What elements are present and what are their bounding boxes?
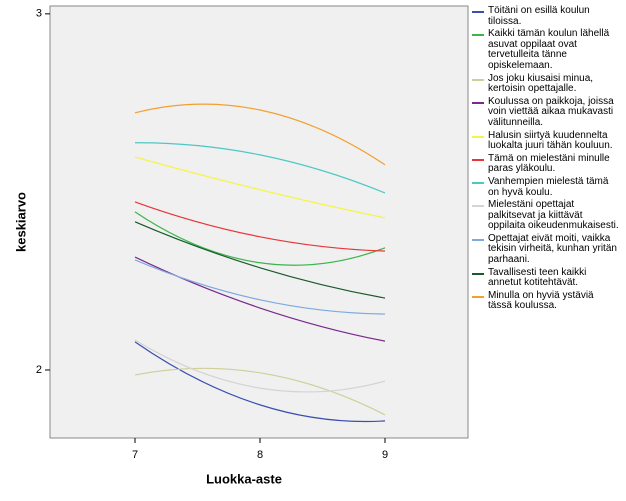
legend-label: Vanhempien mielestä tämä on hyvä koulu.: [488, 175, 609, 198]
legend-swatch: [472, 34, 484, 37]
legend-label: Tämä on mielestäni minulle paras yläkoul…: [488, 152, 610, 175]
series-line: [134, 221, 386, 299]
legend-item: Halusin siirtyä kuudennelta luokalta juu…: [472, 129, 620, 152]
legend-label: Töitäni on esillä koulun tiloissa.: [488, 5, 590, 27]
legend-swatch: [472, 135, 484, 138]
legend-swatch: [472, 101, 484, 104]
legend-item: Kaikki tämän koulun lähellä asuvat oppil…: [472, 28, 620, 71]
legend-label: Kaikki tämän koulun lähellä asuvat oppil…: [488, 28, 610, 71]
series-line: [134, 201, 386, 252]
legend: Töitäni on esillä koulun tiloissa. Kaikki…: [472, 5, 620, 314]
legend-item: Koulussa on paikkoja, joissa voin viettä…: [472, 95, 620, 129]
legend-swatch: [472, 295, 484, 298]
legend-item: Vanhempien mielestä tämä on hyvä koulu.: [472, 175, 620, 198]
legend-swatch: [472, 78, 484, 81]
series-line: [134, 156, 386, 219]
x-tick-label: 7: [132, 449, 138, 461]
series-line: [134, 142, 386, 194]
legend-label: Opettajat eivät moiti, vaikka tekisin vi…: [488, 232, 617, 266]
legend-swatch: [472, 272, 484, 275]
legend-swatch: [472, 11, 484, 13]
legend-label: Koulussa on paikkoja, joissa voin viettä…: [488, 95, 614, 128]
legend-item: Töitäni on esillä koulun tiloissa.: [472, 5, 620, 27]
legend-swatch: [472, 181, 484, 184]
x-tick-label: 9: [382, 449, 388, 461]
x-tick-label: 8: [257, 449, 263, 461]
series-line: [134, 367, 386, 416]
legend-swatch: [472, 238, 484, 241]
legend-item: Tavallisesti teen kaikki annetut kotiteh…: [472, 266, 620, 289]
y-tick-label: 3: [36, 8, 42, 20]
legend-label: Halusin siirtyä kuudennelta luokalta juu…: [488, 129, 613, 152]
legend-swatch: [472, 205, 484, 208]
series-line: [134, 211, 386, 266]
y-axis-label: keskiarvo: [13, 192, 28, 252]
legend-label: Jos joku kiusaisi minua, kertoisin opett…: [488, 72, 594, 95]
legend-item: Jos joku kiusaisi minua, kertoisin opett…: [472, 72, 620, 95]
series-line: [134, 339, 386, 393]
x-axis-label: Luokka-aste: [206, 471, 282, 486]
series-line: [134, 341, 386, 423]
series-line: [134, 103, 386, 166]
legend-label: Tavallisesti teen kaikki annetut kotiteh…: [488, 266, 587, 289]
legend-item: Mielestäni opettajat palkitsevat ja kiit…: [472, 199, 620, 232]
y-tick-label: 2: [36, 364, 42, 376]
legend-label: Minulla on hyviä ystäviä tässä koulussa.: [488, 289, 594, 312]
legend-label: Mielestäni opettajat palkitsevat ja kiit…: [488, 199, 619, 232]
legend-swatch: [472, 158, 484, 161]
legend-item: Minulla on hyviä ystäviä tässä koulussa.: [472, 289, 620, 312]
legend-item: Opettajat eivät moiti, vaikka tekisin vi…: [472, 232, 620, 266]
plot-area: [49, 5, 469, 439]
legend-item: Tämä on mielestäni minulle paras yläkoul…: [472, 152, 620, 175]
series-line: [134, 259, 386, 315]
